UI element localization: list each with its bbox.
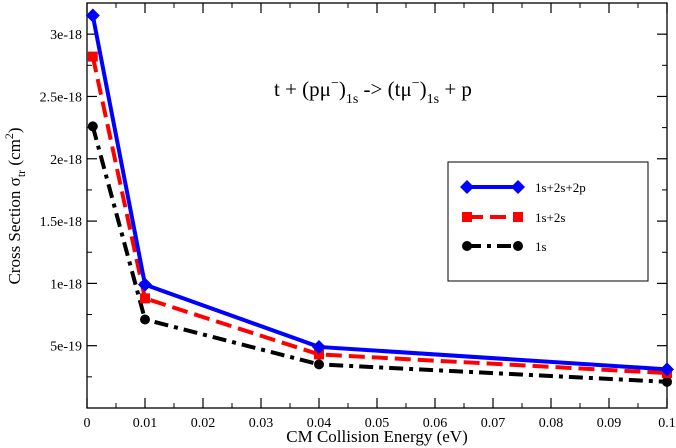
- x-tick-label: 0.04: [307, 416, 332, 431]
- y-tick-label: 1e-18: [50, 277, 82, 292]
- data-point-1s+2s+2p: [660, 362, 674, 377]
- data-point-1s: [140, 314, 150, 325]
- data-point-1s: [662, 376, 672, 387]
- y-tick-label: 2.5e-18: [40, 90, 82, 105]
- legend-marker-1s: [462, 241, 472, 251]
- legend-box: [447, 161, 649, 282]
- data-point-1s+2s+2p: [312, 339, 326, 354]
- y-tick-label: 2e-18: [50, 153, 82, 168]
- series-line-1s+2s: [90, 56, 668, 376]
- legend-label-1s2s2p: 1s+2s+2p: [535, 180, 586, 195]
- reaction-annotation: t + (pμ−)1s -> (tμ−)1s + p: [274, 76, 472, 107]
- legend-marker-1s+2s: [513, 212, 523, 222]
- data-point-1s+2s: [314, 349, 324, 360]
- y-axis-title: Cross Section σtr (cm2): [2, 127, 28, 284]
- x-tick-label: 0.08: [539, 416, 564, 431]
- x-tick-label: 0.05: [365, 416, 390, 431]
- x-axis-title: CM Collision Energy (eV): [286, 427, 467, 446]
- data-point-1s+2s+2p: [138, 277, 152, 292]
- series-line-1s+2s+2p: [90, 15, 668, 372]
- x-tick-label: 0.01: [133, 416, 158, 431]
- legend-label-1s2s: 1s+2s: [535, 210, 565, 225]
- legend: 1s+2s+2p 1s+2s 1s: [447, 161, 649, 282]
- legend-label-1s: 1s: [535, 239, 547, 254]
- y-tick-label: 1.5e-18: [40, 215, 82, 230]
- x-tick-label: 0: [84, 416, 91, 431]
- series-line-1s: [90, 125, 668, 384]
- legend-marker-1s+2s: [462, 212, 472, 222]
- x-tick-label: 0.06: [423, 416, 448, 431]
- y-tick-label: 5e-19: [50, 340, 82, 355]
- data-point-1s+2s+2p: [85, 8, 100, 23]
- x-tick-label: 0.1: [658, 416, 676, 431]
- legend-marker-1s+2s+2p: [511, 180, 525, 194]
- y-tick-label: 3e-18: [50, 28, 82, 43]
- x-tick-label: 0.09: [597, 416, 622, 431]
- data-point-1s+2s: [140, 293, 150, 304]
- series-markers: [85, 8, 674, 387]
- legend-marker-1s: [513, 241, 523, 251]
- legend-marker-1s+2s+2p: [460, 180, 474, 194]
- series-lines: [90, 15, 668, 384]
- data-point-1s: [87, 121, 98, 132]
- axis-ticks: 0 0.01 0.02 0.03 0.04 0.05 0.06 0.07 0.08 0.09 0.1…: [40, 3, 676, 431]
- data-point-1s+2s: [87, 51, 98, 62]
- x-tick-label: 0.07: [481, 416, 506, 431]
- legend-samples: [460, 180, 525, 251]
- x-tick-label: 0.02: [191, 416, 216, 431]
- data-point-1s: [314, 359, 324, 370]
- x-tick-label: 0.03: [249, 416, 274, 431]
